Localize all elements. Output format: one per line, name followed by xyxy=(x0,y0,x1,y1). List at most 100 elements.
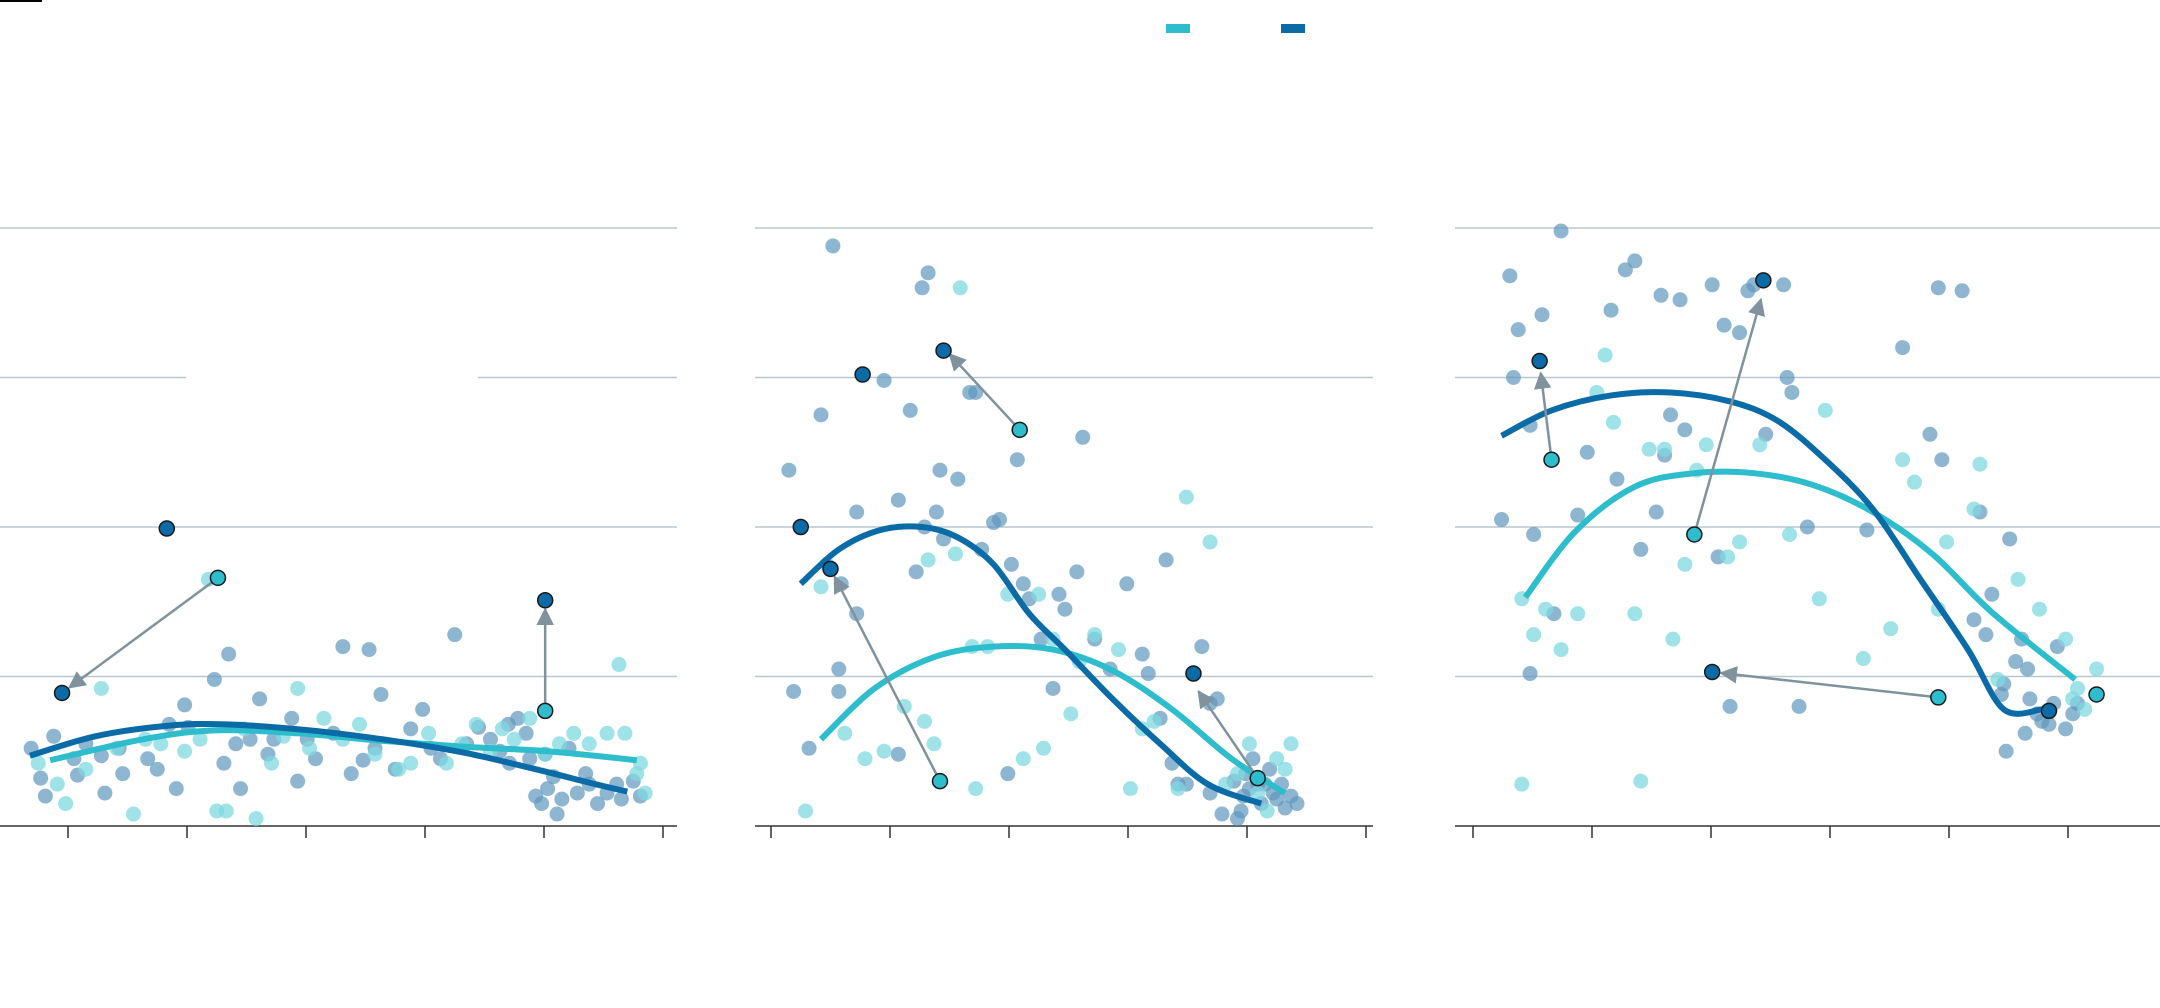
scatter-point-light xyxy=(218,803,234,819)
scatter-point-light xyxy=(566,725,582,741)
scatter-point-light xyxy=(403,755,419,771)
scatter-point-dark xyxy=(1954,283,1970,299)
scatter-point-dark xyxy=(482,731,498,747)
scatter-point-light xyxy=(302,740,318,756)
scatter-point-dark xyxy=(216,755,232,771)
scatter-point-light xyxy=(1811,591,1827,607)
highlight-point-light xyxy=(2088,686,2105,703)
change-arrow xyxy=(67,581,213,689)
scatter-point-dark xyxy=(1051,586,1067,602)
scatter-point-dark xyxy=(991,512,1007,528)
highlight-point-dark xyxy=(158,520,176,537)
scatter-point-dark xyxy=(1553,223,1569,239)
scatter-point-dark xyxy=(1009,452,1025,468)
scatter-point-light xyxy=(1110,642,1126,658)
scatter-point-light xyxy=(1966,501,1982,517)
scatter-point-dark xyxy=(928,504,944,520)
scatter-point-dark xyxy=(1784,384,1800,400)
scatter-point-light xyxy=(1269,751,1285,767)
scatter-point-dark xyxy=(415,701,431,717)
scatter-point-dark xyxy=(1069,564,1085,580)
scatter-point-light xyxy=(2070,680,2086,696)
scatter-point-light xyxy=(263,755,279,771)
trend-line-light xyxy=(49,727,638,764)
scatter-point-dark xyxy=(590,796,606,812)
scatter-point-dark xyxy=(569,785,585,801)
scatter-point-light xyxy=(1605,414,1621,430)
change-arrow xyxy=(1695,297,1766,528)
scatter-point-light xyxy=(316,710,332,726)
scatter-point-dark xyxy=(908,564,924,580)
scatter-point-dark xyxy=(149,761,165,777)
scatter-point-light xyxy=(58,796,74,812)
scatter-point-light xyxy=(1063,706,1079,722)
scatter-point-dark xyxy=(168,781,184,797)
scatter-point-dark xyxy=(932,462,948,478)
scatter-point-light xyxy=(813,579,829,595)
scatter-point-light xyxy=(1259,803,1275,819)
scatter-point-light xyxy=(1553,642,1569,658)
legend-swatch-dark xyxy=(1281,24,1305,33)
trend-line-dark xyxy=(798,523,1263,807)
scatter-point-light xyxy=(506,731,522,747)
scatter-point-dark xyxy=(335,639,351,655)
scatter-point-light xyxy=(1855,651,1871,667)
scatter-point-dark xyxy=(221,646,237,662)
scatter-point-dark xyxy=(1922,426,1938,442)
scatter-point-light xyxy=(1698,437,1714,453)
trend-line-light xyxy=(1522,468,2078,682)
scatter-point-dark xyxy=(554,791,570,807)
scatter-point-dark xyxy=(1057,601,1073,617)
scatter-point-light xyxy=(1732,534,1748,550)
corner-rule xyxy=(0,0,42,2)
scatter-point-dark xyxy=(1648,504,1664,520)
scatter-point-light xyxy=(290,680,306,696)
scatter-point-dark xyxy=(228,736,244,752)
scatter-point-light xyxy=(391,761,407,777)
scatter-point-light xyxy=(352,716,368,732)
legend-swatch-light xyxy=(1166,24,1190,33)
scatter-point-dark xyxy=(1245,751,1261,767)
scatter-point-dark xyxy=(1704,277,1720,293)
scatter-point-light xyxy=(2010,571,2026,587)
highlight-point-light xyxy=(1543,451,1560,468)
highlight-point-dark xyxy=(2040,702,2058,720)
scatter-point-light xyxy=(917,713,933,729)
scatter-point-light xyxy=(421,725,437,741)
highlight-point-light xyxy=(1686,526,1703,543)
scatter-point-light xyxy=(1641,441,1657,457)
scatter-point-light xyxy=(551,736,567,752)
scatter-point-light xyxy=(93,680,109,696)
scatter-point-light xyxy=(367,746,383,762)
scatter-point-dark xyxy=(1998,743,2014,759)
scatter-point-dark xyxy=(403,721,419,737)
scatter-point-dark xyxy=(2058,721,2074,737)
scatter-point-light xyxy=(192,731,208,747)
scatter-point-dark xyxy=(233,781,249,797)
scatter-point-dark xyxy=(890,492,906,508)
scatter-point-dark xyxy=(2020,661,2036,677)
scatter-point-light xyxy=(1178,489,1194,505)
highlight-point-light xyxy=(209,569,227,587)
scatter-point-light xyxy=(837,725,853,741)
highlight-point-light xyxy=(536,702,554,720)
scatter-point-dark xyxy=(206,671,222,687)
scatter-point-dark xyxy=(518,725,534,741)
scatter-point-dark xyxy=(290,773,306,789)
scatter-point-dark xyxy=(1045,680,1061,696)
scatter-point-light xyxy=(926,736,942,752)
scatter-point-dark xyxy=(1033,631,1049,647)
scatter-point-dark xyxy=(1859,522,1875,538)
highlight-point-dark xyxy=(1755,272,1772,289)
scatter-point-light xyxy=(1597,347,1613,363)
scatter-point-light xyxy=(1283,736,1299,752)
scatter-point-light xyxy=(125,806,141,822)
scatter-point-dark xyxy=(447,627,463,643)
scatter-point-dark xyxy=(1978,627,1994,643)
highlight-point-light xyxy=(1930,689,1947,706)
panel-1 xyxy=(0,227,677,838)
scatter-point-dark xyxy=(613,791,629,807)
scatter-point-dark xyxy=(1000,766,1016,782)
scatter-point-dark xyxy=(361,642,377,658)
